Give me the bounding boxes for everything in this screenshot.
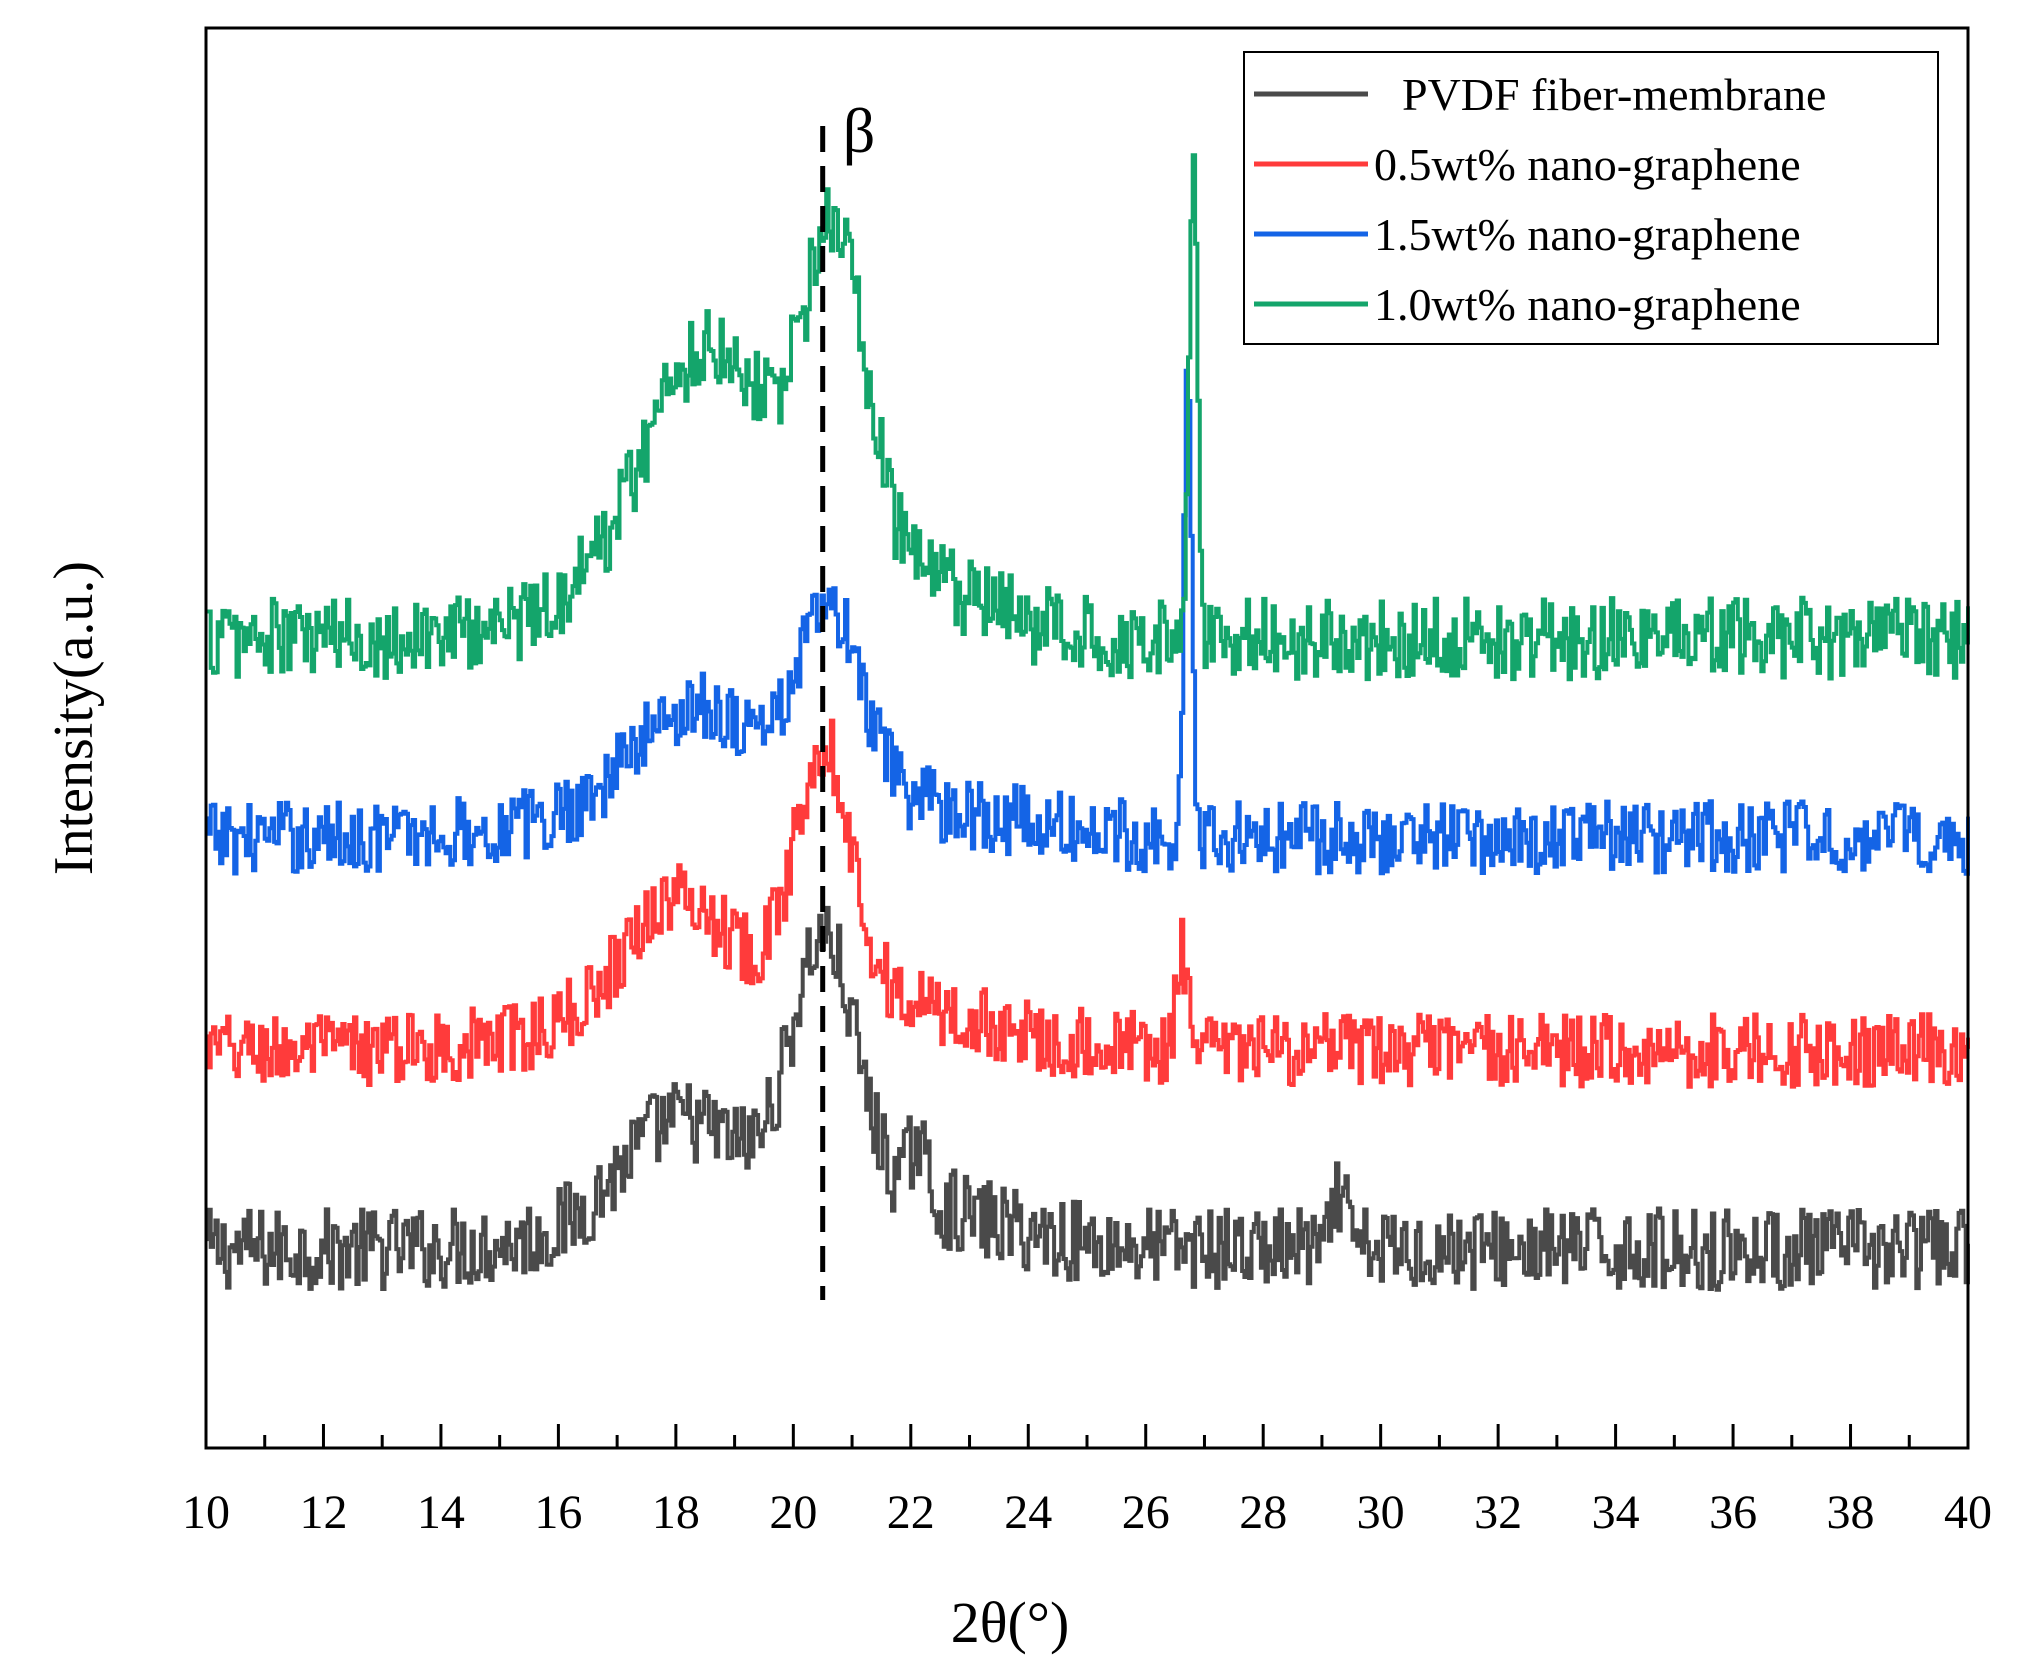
- legend: PVDF fiber-membrane 0.5wt% nano-graphene…: [1243, 51, 1939, 345]
- x-tick-label: 10: [182, 1486, 230, 1539]
- x-tick-label: 14: [417, 1486, 465, 1539]
- legend-box: [1243, 51, 1939, 345]
- legend-label-pvdf: PVDF fiber-membrane: [1402, 69, 1826, 120]
- x-tick-label: 28: [1239, 1486, 1287, 1539]
- x-tick-label: 32: [1474, 1486, 1522, 1539]
- series-layer: [206, 153, 1970, 1292]
- series-line-0: [206, 905, 1970, 1292]
- legend-label-0-5: 0.5wt% nano-graphene: [1374, 139, 1801, 190]
- x-axis-ticks: 10 12 14 16 18 20 22 24 26 28 30 32 34 36 38 40: [182, 1424, 1992, 1539]
- x-tick-label: 22: [887, 1486, 935, 1539]
- series-line-2: [206, 368, 1970, 876]
- x-tick-label: 40: [1944, 1486, 1992, 1539]
- x-tick-label: 12: [299, 1486, 347, 1539]
- x-tick-label: 26: [1122, 1486, 1170, 1539]
- beta-annotation: β: [843, 95, 876, 166]
- x-tick-label: 24: [1004, 1486, 1052, 1539]
- series-line-1: [206, 718, 1970, 1089]
- x-tick-label: 18: [652, 1486, 700, 1539]
- x-tick-label: 16: [534, 1486, 582, 1539]
- legend-label-1-5: 1.5wt% nano-graphene: [1374, 209, 1801, 260]
- x-tick-label: 34: [1592, 1486, 1640, 1539]
- y-axis-label: Intensity(a.u.): [43, 561, 105, 875]
- x-tick-label: 20: [769, 1486, 817, 1539]
- x-axis-label: 2θ(°): [951, 1590, 1070, 1655]
- x-tick-label: 30: [1357, 1486, 1405, 1539]
- x-tick-label: 38: [1827, 1486, 1875, 1539]
- series-line-3: [206, 153, 1970, 682]
- x-tick-label: 36: [1709, 1486, 1757, 1539]
- legend-label-1-0: 1.0wt% nano-graphene: [1374, 279, 1801, 330]
